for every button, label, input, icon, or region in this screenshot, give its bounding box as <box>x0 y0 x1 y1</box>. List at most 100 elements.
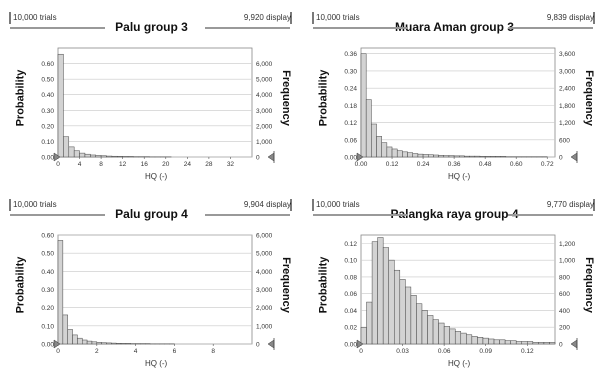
histogram-bar <box>68 146 75 158</box>
y-tick-label: 0.12 <box>344 241 357 248</box>
histogram-bar <box>449 328 456 345</box>
y2-tick-label: 3,000 <box>256 108 273 115</box>
histogram-bar <box>101 342 107 345</box>
display-label: 9,904 display <box>243 200 291 209</box>
x-tick-label: 28 <box>205 161 213 168</box>
histogram-bar <box>405 286 412 345</box>
y-tick-label: 0.08 <box>344 274 357 281</box>
histogram-bar <box>479 156 486 158</box>
x-tick-label: 4 <box>78 161 82 168</box>
histogram-bar <box>428 154 434 158</box>
y2-tick-label: 1,200 <box>559 120 576 127</box>
histogram-bar <box>448 155 455 158</box>
histogram-bar <box>460 332 467 345</box>
histogram-bar <box>90 154 96 158</box>
plot-area <box>57 47 253 158</box>
histogram-bar <box>469 155 476 158</box>
histogram-bar <box>386 146 393 158</box>
plot-area <box>360 47 556 158</box>
histogram-bar <box>402 151 408 158</box>
right-grab-handle <box>570 339 578 349</box>
x-tick-label: 0.48 <box>479 161 492 168</box>
histogram-bar <box>82 339 88 345</box>
histogram-bar <box>371 241 378 345</box>
x-tick-label: 0 <box>56 161 60 168</box>
histogram-bar <box>484 156 491 158</box>
x-tick-label: 20 <box>162 161 170 168</box>
histogram-bar <box>543 342 550 345</box>
histogram-bar <box>106 342 112 345</box>
histogram-bar <box>443 326 450 345</box>
x-axis-label: HQ (-) <box>145 359 168 368</box>
y-tick-label: 0.00 <box>344 155 357 162</box>
y-tick-label: 0.30 <box>41 287 54 294</box>
histogram-bar <box>106 155 113 158</box>
histogram-bar <box>376 136 382 158</box>
histogram-bar <box>377 237 384 345</box>
x-tick-label: 0.09 <box>479 348 492 355</box>
histogram-bar <box>500 156 507 158</box>
chart-title: Palu group 3 <box>115 20 188 34</box>
x-tick-label: 4 <box>134 348 138 355</box>
histogram-bar <box>474 155 481 158</box>
y2-tick-label: 2,000 <box>256 123 273 130</box>
histogram-bar <box>84 153 91 158</box>
y2-tick-label: 6,000 <box>256 233 273 240</box>
histogram-svg: 0.00 0.06 0.12 0.18 0.24 0.30 0.36 0 600 1,200 1,8… <box>312 12 595 168</box>
histogram-bar <box>410 295 417 345</box>
histogram-bar <box>459 155 465 158</box>
histogram-bar <box>438 155 445 158</box>
left-grab-handle <box>356 339 364 349</box>
left-grab-handle <box>356 152 364 162</box>
histogram-bar <box>391 148 398 158</box>
histogram-bar <box>499 339 506 345</box>
y2-tick-label: 4,000 <box>256 269 273 276</box>
histogram-bar <box>57 240 64 345</box>
histogram-bar <box>381 142 388 158</box>
y2-tick-label: 1,800 <box>559 103 576 110</box>
histogram-bar <box>538 342 545 345</box>
y2-tick-label: 1,200 <box>559 241 576 248</box>
y-tick-label: 0.60 <box>41 233 54 240</box>
y-tick-label: 0.12 <box>344 120 357 127</box>
histogram-bar <box>549 342 556 345</box>
x-axis-label: HQ (-) <box>448 172 471 181</box>
chart-title: Muara Aman group 3 <box>395 20 514 34</box>
y2-tick-label: 400 <box>559 308 570 315</box>
x-tick-label: 16 <box>141 161 149 168</box>
x-tick-label: 0.12 <box>386 161 399 168</box>
histogram-bar <box>111 342 117 345</box>
x-tick-label: 0.24 <box>417 161 430 168</box>
right-grab-handle <box>570 152 578 162</box>
histogram-bar <box>488 338 495 345</box>
y2-tick-label: 3,000 <box>559 68 576 75</box>
histogram-bar <box>453 155 460 158</box>
y-tick-label: 0.36 <box>344 51 357 58</box>
chart-panel-palu-group-3: 10,000 trials Palu group 3 9,920 display… <box>0 0 303 187</box>
histogram-bar <box>96 342 102 345</box>
histogram-bar <box>510 340 517 345</box>
y2-tick-label: 3,600 <box>559 51 576 58</box>
x-tick-label: 0.36 <box>448 161 461 168</box>
x-tick-label: 12 <box>119 161 127 168</box>
y2-tick-label: 1,000 <box>256 139 273 146</box>
histogram-bar <box>388 259 395 345</box>
y2-tick-label: 5,000 <box>256 251 273 258</box>
y2-tick-label: 0 <box>256 155 260 162</box>
y-tick-label: 0.30 <box>344 68 357 75</box>
y-tick-label: 0.10 <box>41 139 54 146</box>
y2-tick-label: 0 <box>559 342 563 349</box>
y2-tick-label: 1,000 <box>559 258 576 265</box>
histogram-bar <box>412 153 419 158</box>
y-tick-label: 0.04 <box>344 308 357 315</box>
histogram-bar <box>407 152 413 158</box>
histogram-bar <box>527 341 534 345</box>
y2-tick-label: 600 <box>559 291 570 298</box>
y-tick-label: 0.00 <box>344 342 357 349</box>
histogram-bar <box>360 326 367 345</box>
histogram-bar <box>443 155 450 158</box>
histogram-svg: 0.00 0.10 0.20 0.30 0.40 0.50 0.60 0 1,000 2,000 3… <box>9 199 292 355</box>
y2-tick-label: 4,000 <box>256 92 273 99</box>
x-tick-label: 32 <box>227 161 235 168</box>
chart-title: Palangka raya group 4 <box>390 207 519 221</box>
